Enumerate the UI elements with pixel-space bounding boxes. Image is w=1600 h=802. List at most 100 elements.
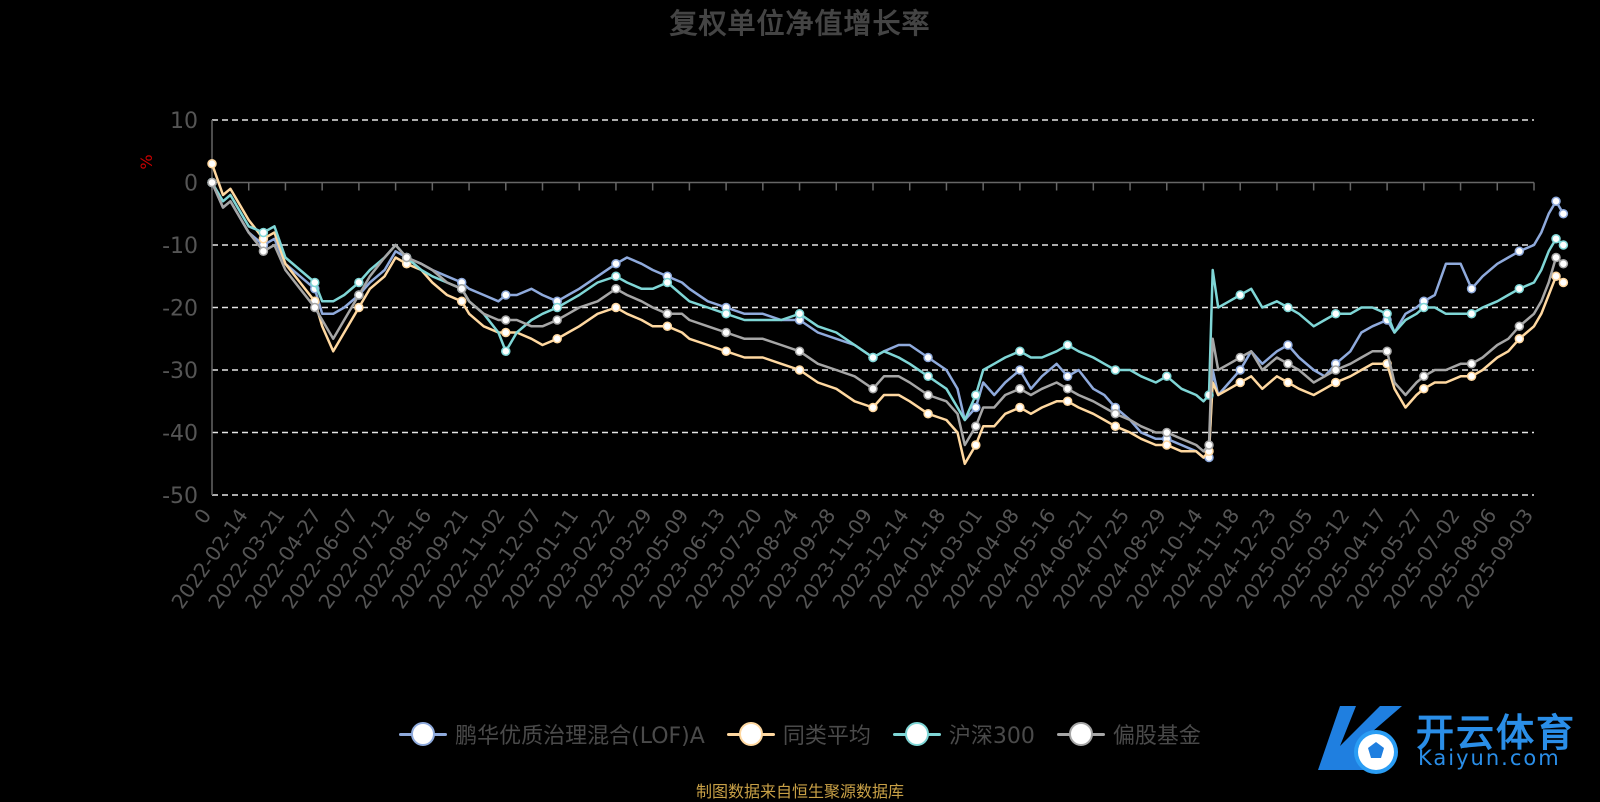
y-tick-label: -40: [162, 422, 198, 447]
series-point: [310, 277, 320, 288]
series-point: [1466, 371, 1477, 381]
series-point: [868, 402, 878, 413]
series-point: [354, 277, 364, 288]
series-point: [1283, 302, 1293, 313]
series-point: [662, 321, 673, 331]
series-point: [1062, 384, 1073, 394]
series-point: [794, 346, 805, 356]
series-point: [1551, 252, 1561, 263]
series-point: [1283, 340, 1293, 350]
series-point: [1514, 334, 1525, 344]
series-point: [1466, 359, 1477, 369]
series-point: [552, 334, 562, 344]
series-point: [662, 309, 673, 319]
y-tick-label: -20: [162, 297, 198, 322]
series-point: [1162, 371, 1172, 381]
series-point: [1062, 371, 1073, 381]
series-point: [971, 440, 981, 450]
x-tick-label: 0: [189, 504, 216, 528]
series-point: [552, 315, 562, 325]
y-tick-label: -30: [162, 359, 198, 384]
series-line: [210, 181, 1565, 453]
series-point: [611, 302, 621, 313]
series-point: [794, 309, 805, 319]
series-point: [868, 352, 878, 363]
series-point: [1558, 259, 1569, 269]
chart-title: 复权单位净值增长率: [669, 7, 931, 40]
legend-item[interactable]: 偏股基金: [1056, 718, 1201, 750]
series-point: [1330, 309, 1341, 319]
series-point: [1015, 346, 1025, 356]
series-point: [611, 284, 621, 294]
series-point: [1162, 440, 1172, 450]
series-point: [721, 346, 731, 356]
logo-en-text: Kaiyun.com: [1418, 746, 1561, 770]
legend-item[interactable]: 鹏华优质治理混合(LOF)A: [399, 718, 705, 750]
series-point: [258, 246, 269, 256]
axis-layer: 100-10-20-30-40-5002022-02-142022-03-212…: [162, 109, 1538, 613]
series-point: [1558, 277, 1569, 288]
series-point: [923, 409, 933, 419]
series-point: [1382, 346, 1392, 356]
series-line: [210, 181, 1565, 459]
series-point: [207, 159, 217, 169]
y-tick-label: -50: [162, 484, 198, 509]
grid-layer: [212, 119, 1534, 496]
series-point: [721, 309, 731, 319]
series-point: [971, 390, 981, 400]
series-point: [1466, 284, 1477, 294]
series-point: [1514, 284, 1525, 294]
series-point: [662, 277, 673, 288]
legend-label: 同类平均: [782, 724, 871, 749]
legend-symbol: [892, 721, 941, 747]
y-axis-label: %: [137, 154, 156, 169]
series-point: [456, 284, 467, 294]
series-point: [1558, 209, 1569, 219]
series-point: [1330, 365, 1341, 375]
series-point: [1419, 302, 1429, 313]
y-tick-label: 0: [184, 172, 198, 197]
series-point: [354, 302, 364, 313]
series-point: [971, 421, 981, 431]
series-point: [1419, 384, 1429, 394]
legend-item[interactable]: 沪深300: [892, 718, 1035, 750]
series-point: [868, 384, 878, 394]
series-point: [354, 290, 364, 300]
series-point: [258, 227, 269, 238]
series-point: [456, 296, 467, 306]
series-point: [1558, 240, 1569, 250]
logo-ball-icon: [1318, 706, 1402, 774]
kaiyun-logo: 开云体育 Kaiyun.com: [1310, 700, 1590, 780]
series-point: [1235, 377, 1245, 388]
series-point: [923, 390, 933, 400]
series-point: [1015, 384, 1025, 394]
series-point: [1551, 234, 1561, 244]
series-point: [1110, 421, 1121, 431]
series-point: [1235, 352, 1245, 363]
legend-item[interactable]: 同类平均: [726, 718, 871, 750]
y-tick-label: -10: [162, 234, 198, 259]
series-point: [1110, 365, 1121, 375]
series-point: [1382, 309, 1392, 319]
series-point: [1204, 440, 1214, 450]
chart-legend: 鹏华优质治理混合(LOF)A 同类平均 沪深300 偏股基金: [0, 718, 1600, 750]
series-point: [1514, 321, 1525, 331]
legend-symbol: [399, 721, 448, 747]
series-point: [501, 290, 511, 300]
series-point: [923, 352, 933, 363]
series-point: [1162, 427, 1172, 438]
series-line: [210, 163, 1565, 466]
y-tick-label: 10: [170, 109, 198, 134]
series-layer: [207, 159, 1569, 466]
source-note: 制图数据来自恒生聚源数据库: [695, 782, 904, 801]
legend-symbol: [1056, 721, 1105, 747]
legend-label: 沪深300: [948, 724, 1035, 749]
series-point: [1551, 271, 1561, 281]
series-point: [501, 346, 511, 356]
legend-symbol: [726, 721, 775, 747]
series-point: [611, 259, 621, 269]
series-point: [1283, 359, 1293, 369]
series-point: [1062, 340, 1073, 350]
series-point: [721, 327, 731, 338]
